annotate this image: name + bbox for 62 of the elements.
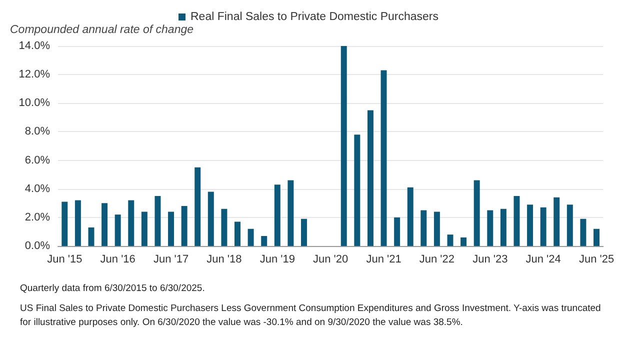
bar xyxy=(300,218,307,246)
bar xyxy=(554,197,560,246)
text: Quarterly data from 6/30/2015 to 6/30/2025. xyxy=(20,282,206,296)
bar xyxy=(128,200,134,246)
bar xyxy=(447,234,454,246)
bar xyxy=(407,187,414,246)
y-tick-label: 8.0% xyxy=(24,126,50,138)
x-tick-label: Jun '16 xyxy=(100,254,136,266)
x-tick-label: Jun '20 xyxy=(313,254,348,266)
bar xyxy=(566,204,573,246)
bar xyxy=(527,204,534,246)
bar xyxy=(500,208,506,246)
y-tick-label: 10.0% xyxy=(18,97,50,110)
bar xyxy=(460,237,467,246)
bar xyxy=(474,180,480,246)
bar xyxy=(102,203,108,246)
x-tick-label: Jun '18 xyxy=(206,254,242,266)
bar xyxy=(154,196,161,246)
bar xyxy=(514,196,520,246)
y-tick-label: 4.0% xyxy=(24,182,50,195)
bar xyxy=(74,200,81,246)
bar xyxy=(248,228,254,246)
bar xyxy=(594,228,600,246)
bar xyxy=(274,184,280,246)
bar xyxy=(114,214,121,246)
x-tick-label: Jun '15 xyxy=(47,254,82,266)
x-tick-label: Jun '23 xyxy=(472,254,508,266)
y-tick-label: 0.0% xyxy=(24,240,50,252)
y-axis-title: Compounded annual rate of change xyxy=(10,24,194,36)
bar xyxy=(580,218,586,246)
x-tick-label: Jun '25 xyxy=(578,254,614,266)
bar xyxy=(208,192,214,246)
bar xyxy=(288,180,294,246)
bar xyxy=(221,208,228,246)
bar xyxy=(141,212,148,246)
bar xyxy=(487,210,494,246)
bar xyxy=(354,134,360,246)
y-tick-label: 14.0% xyxy=(18,40,50,52)
bar xyxy=(88,227,94,246)
legend-label: Real Final Sales to Private Domestic Purchasers xyxy=(190,11,439,23)
y-tick-label: 2.0% xyxy=(24,211,50,224)
bar xyxy=(434,212,440,246)
bar xyxy=(234,222,240,246)
bar xyxy=(420,210,427,246)
bar xyxy=(181,206,188,246)
bar xyxy=(380,70,387,246)
text: US Final Sales to Private Domestic Purchasers Less Government Consumption Expenditures and Gross Investment. Y-axis was truncated for illustrative purposes only. On 6/30/2020 the value was -30.1% and on 9/30/2020 the value was 38.5%. xyxy=(20,302,602,330)
x-tick-label: Jun '17 xyxy=(153,254,189,266)
bar xyxy=(261,236,268,246)
bar xyxy=(394,217,400,246)
x-tick-label: Jun '22 xyxy=(419,254,455,266)
y-tick-label: 12.0% xyxy=(18,68,50,81)
bar xyxy=(340,46,347,246)
bar xyxy=(540,207,546,246)
bar xyxy=(194,167,201,246)
bar xyxy=(168,212,174,246)
bar xyxy=(62,202,68,246)
x-tick-label: Jun '24 xyxy=(526,254,561,266)
bar xyxy=(367,110,374,246)
y-tick-label: 6.0% xyxy=(24,154,50,166)
x-tick-label: Jun '21 xyxy=(366,254,402,266)
x-tick-label: Jun '19 xyxy=(260,254,295,266)
